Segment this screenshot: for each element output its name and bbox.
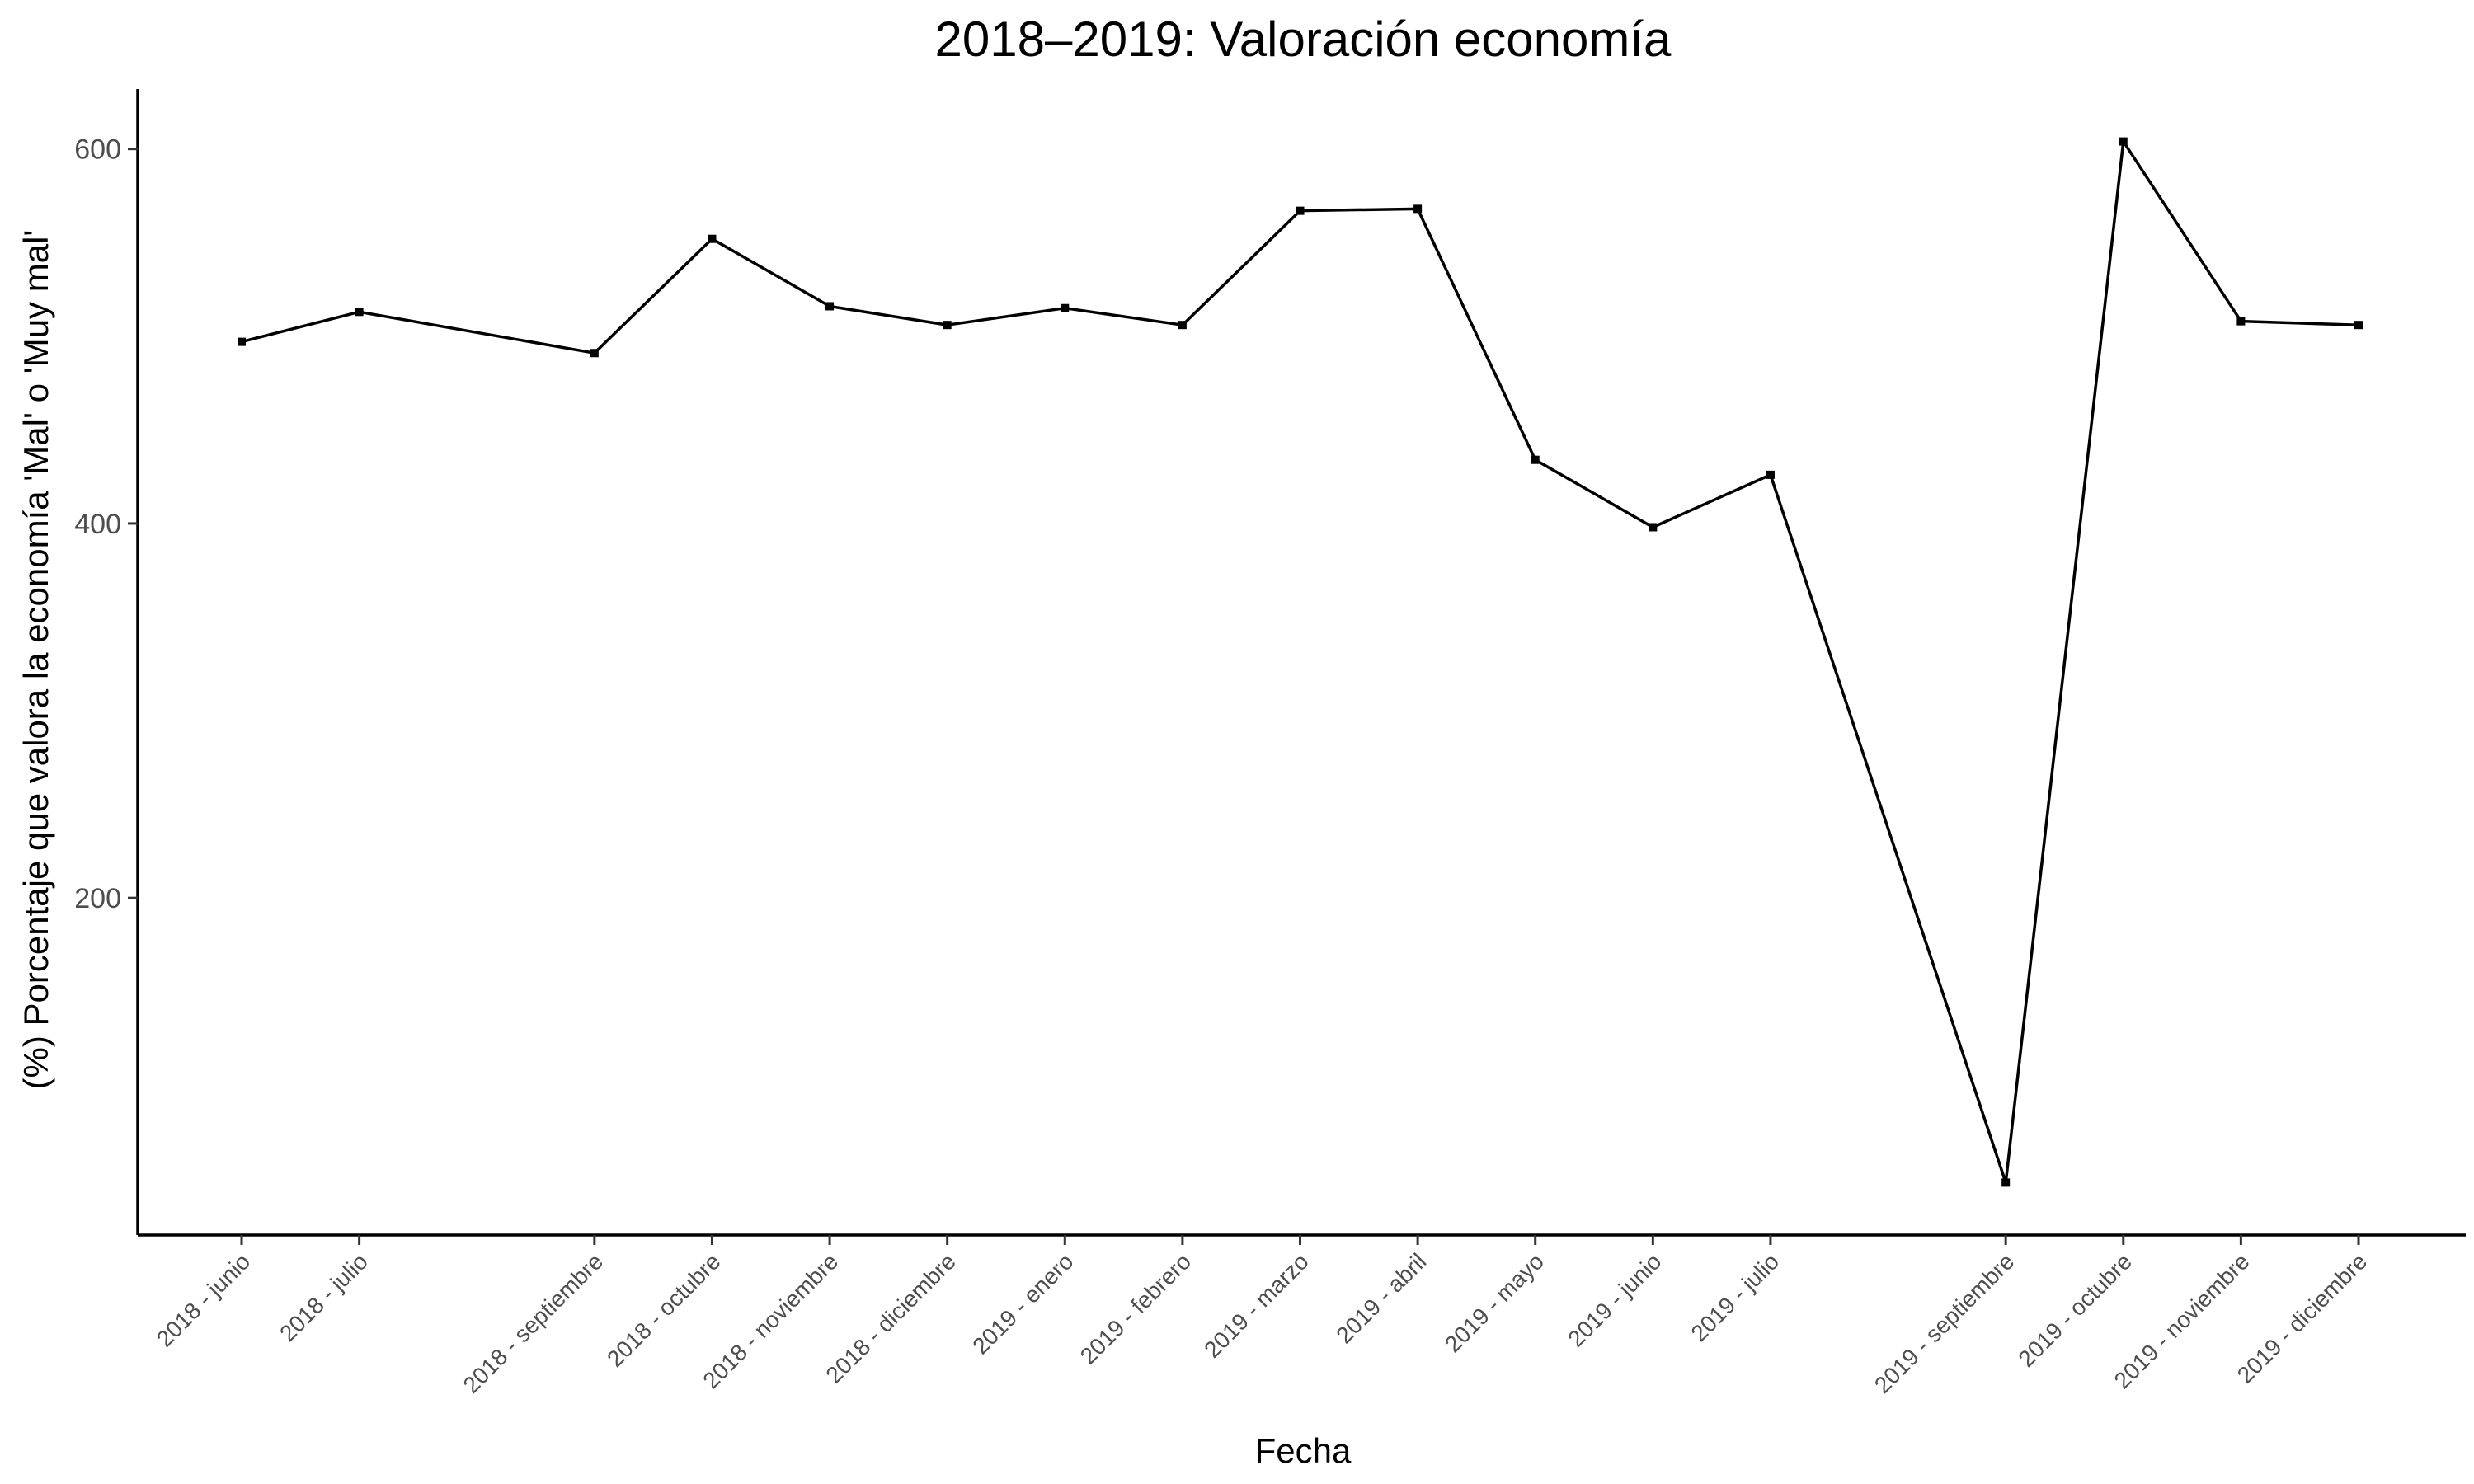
data-point (355, 308, 364, 317)
data-point (825, 302, 835, 311)
data-point (1649, 523, 1658, 532)
data-point (1178, 321, 1187, 330)
chart-title: 2018–2019: Valoración economía (935, 12, 1672, 67)
data-point (1061, 303, 1070, 312)
data-point (2236, 317, 2246, 326)
x-tick-label: 2019 - abril (1331, 1248, 1431, 1348)
x-tick-label: 2019 - julio (1686, 1248, 1784, 1346)
data-point (590, 349, 599, 358)
y-tick-label: 400 (74, 509, 121, 540)
y-axis: 200 400 600 (74, 89, 139, 1235)
x-tick-label: 2019 - marzo (1199, 1248, 1314, 1363)
x-tick-label: 2019 - septiembre (1870, 1248, 2020, 1398)
x-tick-label: 2019 - octubre (2013, 1248, 2137, 1372)
y-tick-label: 600 (74, 134, 121, 166)
data-point (708, 234, 717, 243)
x-axis: 2018 - junio 2018 - julio 2018 - septiembr… (138, 1233, 2466, 1398)
data-point (943, 321, 952, 330)
data-point (238, 337, 246, 346)
x-tick-label: 2019 - mayo (1440, 1248, 1549, 1357)
series-plot (238, 137, 2363, 1187)
x-tick-label: 2018 - junio (152, 1248, 255, 1351)
data-point (2001, 1178, 2011, 1187)
x-tick-label: 2019 - diciembre (2232, 1248, 2372, 1388)
x-tick-label: 2018 - octubre (602, 1248, 726, 1372)
y-tick-label: 200 (74, 883, 121, 914)
x-tick-label: 2018 - julio (275, 1248, 373, 1346)
x-tick-label: 2019 - junio (1563, 1248, 1666, 1351)
data-point (1766, 470, 1775, 479)
data-point (2354, 321, 2363, 330)
x-tick-label: 2019 - enero (967, 1248, 1078, 1359)
y-axis-title: (%) Porcentaje que valora la economía 'M… (16, 230, 55, 1090)
series-line (241, 139, 2359, 1185)
data-point (1296, 206, 1305, 215)
x-axis-title: Fecha (1255, 1431, 1352, 1470)
x-tick-label: 2018 - septiembre (459, 1248, 609, 1398)
data-point (2119, 137, 2128, 146)
x-tick-label: 2019 - febrero (1075, 1248, 1196, 1369)
x-tick-label: 2018 - diciembre (821, 1248, 961, 1388)
data-point (1531, 455, 1540, 464)
data-point (1413, 204, 1423, 214)
